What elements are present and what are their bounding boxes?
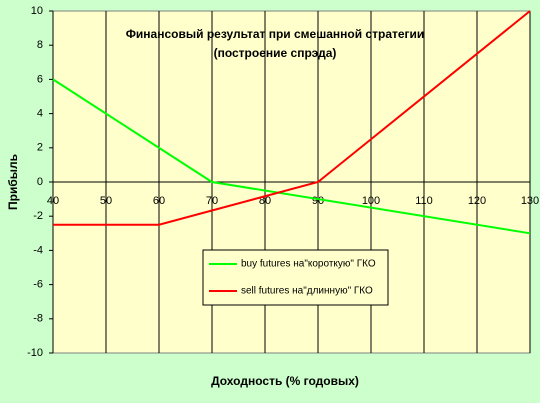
series-line — [53, 10, 531, 226]
x-tick-label: 90 — [312, 195, 324, 207]
legend-box — [202, 249, 389, 306]
x-tick-label: 120 — [468, 195, 486, 207]
series-line — [52, 78, 531, 235]
y-tick-label: 4 — [37, 108, 43, 120]
legend-label: buy futures на"короткую" ГКО — [241, 259, 376, 270]
chart-subtitle: (построение спрэда) — [214, 46, 337, 60]
y-tick-label: 6 — [37, 73, 43, 85]
y-tick-label: -6 — [33, 279, 43, 291]
y-tick-label: -10 — [27, 347, 43, 359]
x-tick-label: 110 — [415, 195, 433, 207]
y-tick-label: -2 — [33, 210, 43, 222]
x-axis-label: Доходность (% годовых) — [211, 374, 359, 388]
x-tick-label: 100 — [362, 195, 380, 207]
y-axis-label: Прибыль — [6, 154, 20, 210]
x-tick-label: 70 — [206, 195, 218, 207]
y-tick-label: -8 — [33, 313, 43, 325]
y-tick-label: 0 — [37, 176, 43, 188]
x-tick-label: 130 — [521, 195, 539, 207]
chart-title: Финансовый результат при смешанной страт… — [126, 27, 425, 41]
y-tick-label: 2 — [37, 142, 43, 154]
x-tick-label: 50 — [100, 195, 112, 207]
x-tick-label: 60 — [153, 195, 165, 207]
y-tick-label: -4 — [33, 244, 43, 256]
legend-label: sell futures на"длинную" ГКО — [241, 286, 373, 297]
y-tick-label: 10 — [31, 5, 43, 17]
y-tick-label: 8 — [37, 39, 43, 51]
